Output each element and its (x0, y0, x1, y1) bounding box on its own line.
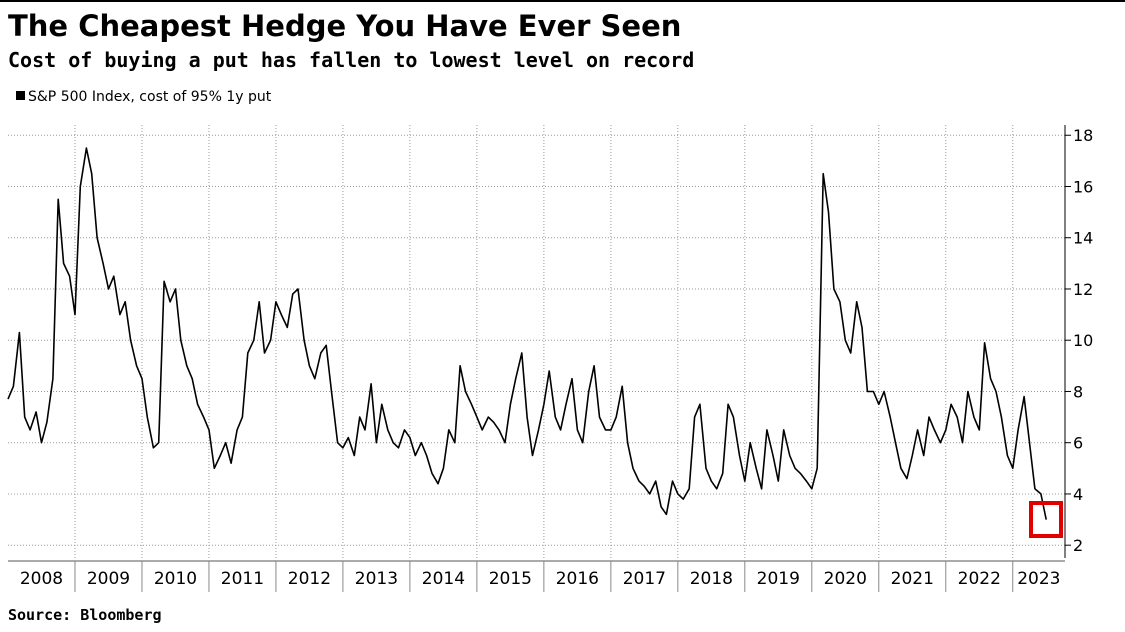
legend-swatch (16, 91, 25, 100)
x-tick-label: 2022 (958, 569, 1001, 589)
chart-subtitle: Cost of buying a put has fallen to lowes… (8, 48, 694, 72)
x-tick-label: 2018 (690, 569, 733, 589)
x-tick-label: 2014 (422, 569, 465, 589)
y-tick-label: 14 (1073, 229, 1093, 248)
y-tick-label: 2 (1073, 536, 1083, 555)
x-tick-label: 2008 (20, 569, 63, 589)
x-tick-label: 2015 (489, 569, 532, 589)
x-tick-label: 2016 (556, 569, 599, 589)
x-tick-label: 2019 (757, 569, 800, 589)
x-tick-label: 2021 (891, 569, 934, 589)
x-tick-label: 2009 (87, 569, 130, 589)
series-line (7, 147, 1047, 520)
x-tick-label: 2013 (355, 569, 398, 589)
y-tick-label: 10 (1073, 331, 1093, 350)
x-tick-label: 2020 (824, 569, 867, 589)
y-tick-label: 18 (1073, 126, 1093, 145)
x-tick-label: 2010 (154, 569, 197, 589)
x-tick-label: 2017 (623, 569, 666, 589)
chart-title: The Cheapest Hedge You Have Ever Seen (8, 9, 681, 43)
y-tick-label: 4 (1073, 485, 1083, 504)
source: Source: Bloomberg (8, 606, 162, 624)
x-tick-label: 2011 (221, 569, 264, 589)
highlight-box (1029, 501, 1063, 538)
x-tick-label: 2023 (1017, 569, 1060, 589)
y-tick-label: 8 (1073, 382, 1083, 401)
y-tick-label: 16 (1073, 177, 1093, 196)
x-tick-label: 2012 (288, 569, 331, 589)
legend-label: S&P 500 Index, cost of 95% 1y put (28, 89, 272, 105)
y-tick-label: 6 (1073, 434, 1083, 453)
legend-item: S&P 500 Index, cost of 95% 1y put (16, 89, 272, 105)
y-tick-label: 12 (1073, 280, 1093, 299)
